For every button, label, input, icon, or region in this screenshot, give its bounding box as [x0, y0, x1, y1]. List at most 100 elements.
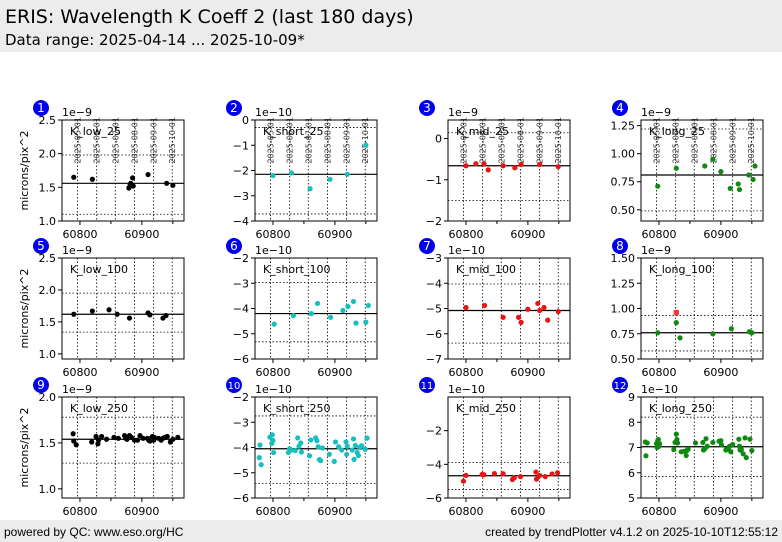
data-point	[718, 442, 725, 448]
y-exponent-label: 1e−10	[255, 106, 292, 119]
data-point	[746, 172, 752, 178]
x-tick-label: 60900	[317, 366, 352, 379]
data-point	[130, 183, 136, 189]
y-tick-label: 0.75	[611, 176, 636, 189]
data-point	[481, 161, 487, 167]
data-point	[89, 308, 95, 314]
data-point	[545, 317, 551, 323]
data-point	[656, 441, 663, 447]
panel-number-badge	[33, 238, 49, 254]
data-point	[743, 455, 749, 461]
data-point	[307, 186, 313, 192]
data-point	[736, 436, 742, 442]
panel-number: 1	[37, 101, 45, 115]
data-point	[549, 471, 555, 477]
date-tick-label: 2025-06-01	[672, 117, 681, 164]
data-point	[481, 302, 488, 309]
data-point	[288, 170, 295, 176]
panel-number-badge	[226, 377, 242, 393]
axes-frame	[61, 257, 185, 360]
panel-number-badge	[612, 377, 628, 393]
x-tick-label: 60900	[317, 505, 352, 518]
data-point	[345, 303, 351, 310]
data-point	[473, 161, 479, 167]
data-point	[533, 469, 539, 475]
x-tick-label: 60900	[124, 228, 159, 241]
y-tick-label: 1.5	[39, 316, 57, 329]
data-point	[683, 452, 689, 459]
data-point	[308, 437, 314, 443]
y-exponent-label: 1e−10	[641, 383, 678, 396]
y-tick-label: 2.0	[39, 148, 57, 161]
panel-label: K_long_100	[649, 263, 712, 276]
data-point	[270, 437, 276, 444]
date-tick-label: 2025-07-01	[690, 117, 699, 164]
date-tick-label: 2025-05-01	[459, 117, 468, 164]
data-point	[290, 312, 296, 319]
axes-frame	[61, 396, 185, 499]
data-point	[170, 436, 176, 442]
data-point	[319, 445, 326, 451]
y-tick-label: −2	[233, 391, 249, 404]
data-point	[314, 438, 320, 444]
y-exponent-label: 1e−9	[641, 244, 671, 257]
date-tick-label: 2025-07-01	[111, 117, 120, 164]
data-point	[351, 456, 357, 462]
data-point	[673, 165, 679, 171]
data-point	[736, 186, 743, 193]
y-tick-label: 0.50	[611, 204, 636, 217]
y-tick-label: 2.5	[39, 252, 57, 265]
data-point	[555, 308, 561, 315]
y-tick-label: 0	[435, 133, 442, 146]
x-tick-label: 60900	[317, 228, 352, 241]
data-point	[512, 165, 518, 171]
data-point	[702, 163, 708, 169]
date-tick-label: 2025-09-01	[536, 117, 545, 164]
data-point	[308, 310, 314, 317]
x-tick-label: 60900	[510, 366, 545, 379]
data-point	[344, 443, 350, 449]
data-point	[537, 307, 543, 314]
data-point	[352, 442, 358, 449]
outlier-point	[673, 309, 679, 316]
data-point	[655, 183, 661, 189]
date-tick-label: 2025-06-01	[286, 117, 295, 164]
date-tick-label: 2025-07-01	[304, 117, 313, 164]
y-tick-label: 0.50	[611, 353, 636, 366]
date-tick-label: 2025-05-01	[266, 117, 275, 164]
x-tick-label: 60900	[510, 505, 545, 518]
y-tick-label: 1.00	[611, 148, 636, 161]
y-tick-label: 1.25	[611, 277, 636, 290]
data-point	[517, 474, 524, 480]
panel-number-badge	[33, 377, 49, 393]
data-point	[331, 458, 337, 464]
y-tick-label: 2.0	[39, 391, 57, 404]
panel-number: 5	[37, 239, 45, 253]
y-tick-label: −4	[233, 442, 249, 455]
data-point	[535, 300, 541, 307]
data-point	[350, 298, 357, 305]
x-tick-label: 60800	[255, 366, 290, 379]
date-tick-label: 2025-05-01	[652, 117, 661, 164]
panel-number-badge	[33, 100, 49, 116]
data-point	[89, 439, 95, 445]
x-tick-label: 60800	[641, 505, 676, 518]
panel-number-badge	[419, 238, 435, 254]
data-point	[362, 446, 368, 452]
date-tick-label: 2025-06-01	[479, 117, 488, 164]
panel-number: 8	[616, 239, 624, 253]
axes-frame	[61, 119, 185, 222]
x-tick-label: 60800	[641, 366, 676, 379]
y-tick-label: 1.0	[39, 483, 57, 496]
panel-number: 4	[616, 101, 624, 115]
data-point	[95, 437, 102, 443]
data-point	[336, 444, 342, 450]
data-point	[288, 447, 294, 453]
data-point	[93, 433, 99, 440]
y-tick-label: 1.50	[611, 252, 636, 265]
data-point	[147, 312, 153, 318]
data-point	[677, 335, 683, 341]
y-tick-label: 6	[628, 467, 635, 480]
data-point	[673, 431, 679, 437]
y-tick-label: 5	[628, 492, 635, 505]
